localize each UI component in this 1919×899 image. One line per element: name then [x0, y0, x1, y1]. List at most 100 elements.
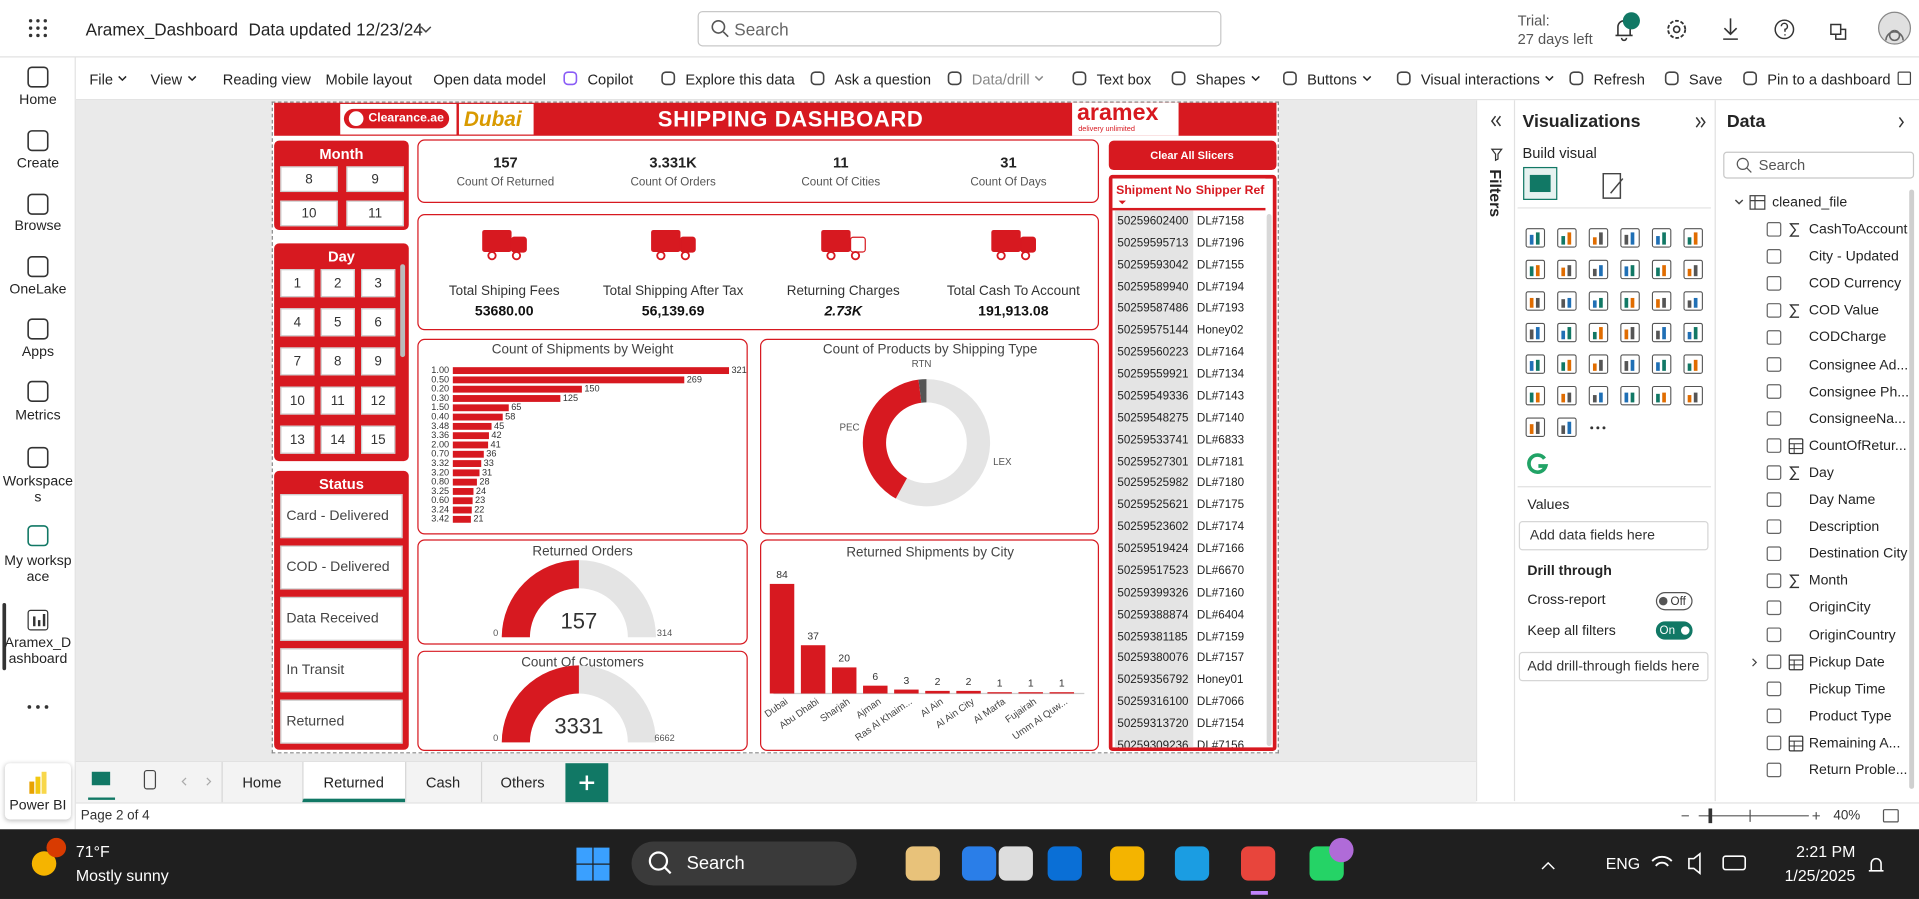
toolbar-button[interactable]: Text box — [1096, 70, 1152, 89]
toolbar-button[interactable]: Buttons — [1307, 70, 1357, 89]
nav-label[interactable]: My workspace — [4, 554, 72, 585]
slicer-item-label[interactable]: 8 — [305, 171, 313, 187]
field-name[interactable]: Destination City — [1808, 546, 1908, 562]
slicer-item[interactable] — [346, 166, 404, 193]
column-header[interactable]: Shipment No — [1116, 184, 1192, 198]
slicer-item-label[interactable]: 5 — [334, 314, 342, 330]
field-name[interactable]: Pickup Time — [1808, 682, 1886, 697]
field-well[interactable] — [1518, 651, 1709, 682]
taskbar-search-label[interactable]: Search — [686, 853, 745, 874]
toolbar-button[interactable]: View — [150, 70, 183, 89]
toolbar-button[interactable]: Ask a question — [834, 70, 932, 89]
report-name[interactable]: Aramex_Dashboard — [85, 19, 239, 40]
search-box[interactable] — [697, 11, 1222, 47]
field-name[interactable]: OriginCountry — [1808, 628, 1896, 643]
toolbar-button[interactable]: Copilot — [587, 70, 634, 89]
slicer-item-label[interactable]: 3 — [374, 275, 382, 291]
slicer-item[interactable] — [280, 308, 315, 337]
toggle-off[interactable] — [1655, 591, 1693, 611]
nav-label[interactable]: Metrics — [15, 408, 61, 424]
slicer-item[interactable] — [280, 494, 403, 539]
slicer-item[interactable] — [320, 308, 355, 337]
slicer-item[interactable] — [320, 269, 355, 298]
page-tab[interactable] — [302, 761, 406, 803]
field-name[interactable]: ConsigneeNa... — [1808, 411, 1906, 427]
slicer-item[interactable] — [320, 425, 355, 454]
field-name[interactable]: Description — [1808, 519, 1880, 535]
toolbar-button[interactable]: Explore this data — [685, 70, 795, 89]
field-name[interactable]: Consignee Ad... — [1808, 357, 1909, 373]
nav-label[interactable]: Browse — [14, 218, 62, 234]
page-tab[interactable] — [221, 761, 303, 803]
slicer-item[interactable] — [361, 386, 396, 415]
toolbar-button[interactable]: Reading view — [222, 70, 311, 89]
slicer-item[interactable] — [320, 347, 355, 376]
table-name[interactable]: cleaned_file — [1772, 195, 1848, 211]
slicer-item[interactable] — [346, 200, 404, 227]
slicer-item-label[interactable]: 13 — [289, 432, 305, 448]
clear-button[interactable] — [1108, 140, 1277, 171]
clear-button-label[interactable]: Clear All Slicers — [1150, 149, 1234, 162]
toolbar-button[interactable]: Data/drill — [971, 70, 1030, 89]
slicer-item[interactable] — [280, 648, 403, 693]
nav-label[interactable]: Workspaces — [2, 474, 74, 506]
slicer-item[interactable] — [361, 269, 396, 298]
toolbar-button[interactable]: Shapes — [1195, 70, 1246, 89]
slicer-item-label[interactable]: Returned — [286, 714, 345, 729]
slicer-item[interactable] — [320, 386, 355, 415]
slicer-item[interactable] — [280, 166, 338, 193]
slicer-item[interactable] — [280, 200, 338, 227]
slicer-item-label[interactable]: 10 — [289, 393, 305, 408]
slicer-item-label[interactable]: 4 — [293, 314, 302, 330]
slicer-item-label[interactable]: 6 — [374, 314, 382, 330]
slicer-item[interactable] — [361, 347, 396, 376]
field-name[interactable]: Return Proble... — [1808, 763, 1908, 778]
page-tab-label[interactable]: Others — [500, 774, 545, 792]
slicer-item[interactable] — [280, 386, 315, 415]
toolbar-button[interactable]: Pin to a dashboard — [1767, 70, 1891, 89]
slicer-item-label[interactable]: 2 — [334, 275, 342, 291]
slicer-item-label[interactable]: 15 — [370, 432, 386, 448]
field-name[interactable]: CountOfRetur... — [1808, 438, 1907, 454]
nav-label[interactable]: Apps — [21, 344, 54, 360]
field-name[interactable]: COD Currency — [1808, 276, 1902, 292]
page-tab-label[interactable]: Cash — [425, 774, 461, 792]
slicer-item-label[interactable]: 1 — [293, 275, 302, 291]
nav-label[interactable]: Home — [19, 92, 57, 108]
slicer-item[interactable] — [280, 425, 315, 454]
page-tab-label[interactable]: Returned — [323, 774, 384, 792]
field-name[interactable]: Product Type — [1808, 709, 1892, 724]
filters-label[interactable]: Filters — [1486, 169, 1505, 218]
slicer-item-label[interactable]: 8 — [334, 354, 342, 369]
page-tab-label[interactable]: Home — [242, 774, 282, 792]
slicer-item-label[interactable]: COD - Delivered — [286, 560, 390, 575]
toggle-on[interactable] — [1655, 621, 1693, 640]
field-name[interactable]: Remaining A... — [1808, 736, 1901, 751]
slicer-item-label[interactable]: 11 — [368, 206, 383, 221]
data-updated[interactable]: Data updated 12/23/24 — [248, 19, 423, 40]
slicer-item-label[interactable]: 7 — [293, 354, 302, 369]
slicer-item-label[interactable]: 11 — [330, 393, 345, 408]
slicer-item-label[interactable]: Card - Delivered — [286, 508, 389, 524]
toolbar-button[interactable]: Mobile layout — [325, 70, 413, 89]
slicer-item-label[interactable]: 10 — [301, 206, 317, 221]
toolbar-button[interactable]: Open data model — [433, 70, 546, 89]
nav-label[interactable]: Power BI — [9, 798, 67, 814]
page-tab[interactable] — [405, 761, 481, 803]
slicer-item[interactable] — [361, 308, 396, 337]
field-name[interactable]: OriginCity — [1808, 601, 1871, 616]
slicer-item[interactable] — [280, 699, 403, 744]
toolbar-button[interactable]: Save — [1688, 70, 1723, 89]
slicer-item-label[interactable]: 14 — [330, 432, 346, 448]
toolbar-button[interactable]: File — [89, 70, 114, 89]
nav-label[interactable]: Create — [16, 156, 60, 172]
column-header[interactable]: Shipper Ref — [1195, 184, 1265, 198]
field-name[interactable]: Consignee Ph... — [1808, 384, 1910, 400]
slicer-item-label[interactable]: In Transit — [286, 662, 345, 678]
toolbar-button[interactable]: Refresh — [1593, 70, 1645, 89]
field-well[interactable] — [1518, 521, 1709, 551]
slicer-item[interactable] — [361, 425, 396, 454]
slicer-item[interactable] — [280, 347, 315, 376]
nav-label[interactable]: Aramex_Dashboard — [4, 636, 72, 667]
slicer-item[interactable] — [280, 269, 315, 298]
